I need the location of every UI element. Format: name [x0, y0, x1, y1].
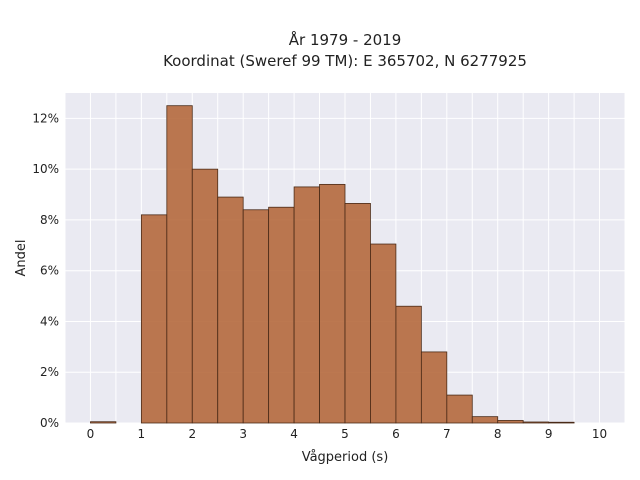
histogram-bar — [319, 183, 346, 424]
x-tick-label: 0 — [87, 427, 95, 441]
histogram-bar — [140, 214, 168, 424]
y-axis-label: Andel — [14, 240, 29, 277]
histogram-bar — [497, 420, 524, 424]
histogram-bar — [446, 394, 473, 424]
y-tick-label: 12% — [32, 111, 59, 125]
histogram-bar — [548, 421, 575, 424]
histogram-bar — [166, 105, 193, 424]
histogram-bar — [370, 243, 397, 424]
x-tick-label: 7 — [443, 427, 451, 441]
y-tick-label: 4% — [40, 314, 59, 328]
histogram-bar — [268, 206, 295, 424]
y-tick-label: 6% — [40, 264, 59, 278]
x-tick-label: 1 — [138, 427, 146, 441]
histogram-bar — [420, 351, 448, 424]
x-tick-label: 4 — [290, 427, 298, 441]
y-tick-label: 2% — [40, 365, 59, 379]
chart-title-line1: År 1979 - 2019 — [289, 30, 402, 49]
histogram-bar — [344, 203, 371, 424]
y-tick-label: 8% — [40, 213, 59, 227]
x-tick-label: 3 — [239, 427, 247, 441]
bars — [90, 105, 575, 424]
x-tick-label: 6 — [392, 427, 400, 441]
x-axis-ticks: 0 1 2 3 4 5 6 7 8 9 10 — [87, 427, 608, 441]
histogram-bar — [293, 186, 320, 424]
y-tick-label: 10% — [32, 162, 59, 176]
x-tick-label: 2 — [188, 427, 196, 441]
histogram-bar — [242, 209, 270, 424]
histogram-bar — [471, 416, 499, 424]
histogram-bar — [395, 305, 422, 424]
chart-title-line2: Koordinat (Sweref 99 TM): E 365702, N 62… — [163, 52, 527, 70]
x-axis-label: Vågperiod (s) — [302, 450, 389, 465]
x-tick-label: 8 — [494, 427, 502, 441]
y-tick-label: 0% — [40, 416, 59, 430]
y-axis-ticks: 0% 2% 4% 6% 8% 10% 12% — [32, 111, 59, 430]
histogram-bar — [522, 421, 550, 424]
x-tick-label: 5 — [341, 427, 349, 441]
x-tick-label: 9 — [545, 427, 553, 441]
histogram-bar — [191, 168, 219, 424]
x-tick-label: 10 — [592, 427, 607, 441]
histogram-bar — [90, 421, 117, 424]
histogram-bar — [217, 196, 244, 424]
